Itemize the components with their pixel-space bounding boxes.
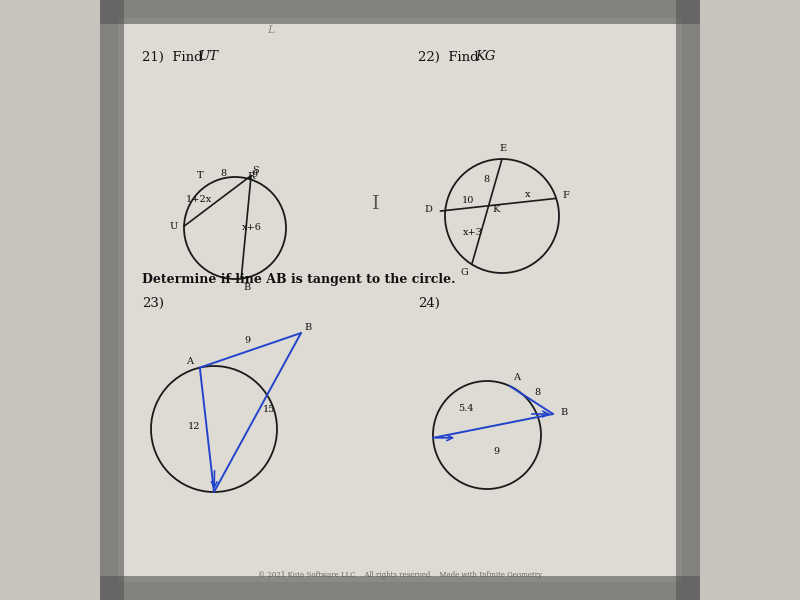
Text: S: S [253, 166, 259, 175]
Text: 24): 24) [418, 296, 440, 310]
Text: 5.4: 5.4 [458, 404, 473, 413]
Bar [100, 0, 700, 24]
Text: © 2021 Kuta Software LLC    All rights reserved    Made with Infinite Geometry: © 2021 Kuta Software LLC All rights rese… [258, 571, 542, 579]
Text: 22)  Find: 22) Find [418, 50, 483, 64]
Text: B: B [305, 323, 312, 331]
Text: G: G [460, 268, 468, 277]
Text: 21)  Find: 21) Find [142, 50, 207, 64]
Text: 9: 9 [251, 170, 257, 179]
Text: F: F [562, 191, 570, 200]
Text: UT: UT [199, 50, 219, 64]
Text: 8: 8 [221, 169, 227, 178]
Text: A: A [514, 373, 521, 382]
Text: 8: 8 [534, 388, 541, 397]
Text: B: B [560, 408, 567, 418]
Text: R: R [247, 172, 254, 181]
Text: x+6: x+6 [242, 223, 262, 232]
Text: x+3: x+3 [463, 228, 483, 237]
Text: A: A [186, 357, 193, 366]
Text: x: x [525, 190, 530, 199]
Text: 23): 23) [142, 296, 164, 310]
Text: 10: 10 [462, 196, 474, 205]
Text: 12: 12 [187, 422, 200, 431]
Text: 9: 9 [493, 446, 499, 455]
Text: T: T [197, 170, 203, 179]
Text: I: I [372, 195, 380, 213]
Text: Determine if line AB is tangent to the circle.: Determine if line AB is tangent to the c… [142, 272, 455, 286]
Text: E: E [500, 143, 506, 152]
Text: K: K [493, 205, 500, 214]
Text: B: B [243, 283, 251, 292]
FancyBboxPatch shape [118, 18, 682, 582]
Text: U: U [169, 222, 178, 231]
Text: 15: 15 [263, 405, 276, 414]
Text: 1+2x: 1+2x [186, 195, 212, 204]
Bar [676, 0, 700, 600]
Text: 9: 9 [244, 336, 250, 345]
Bar [100, 0, 124, 600]
Text: L: L [267, 25, 274, 35]
Text: KG: KG [475, 50, 495, 64]
Text: 8: 8 [483, 175, 490, 184]
Bar [100, 576, 700, 600]
Text: D: D [425, 205, 432, 214]
